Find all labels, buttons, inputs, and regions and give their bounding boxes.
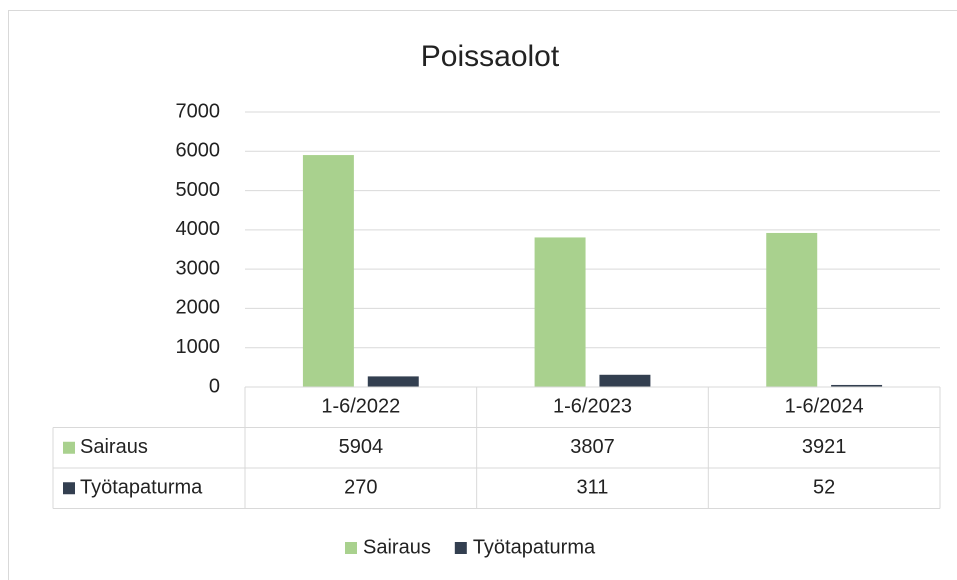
- x-tick-label: 1-6/2023: [553, 396, 632, 418]
- data-label: 5904: [339, 436, 384, 458]
- data-label: 3921: [802, 436, 847, 458]
- bar: [766, 232, 818, 387]
- data-label: 3807: [570, 436, 615, 458]
- legend-label: Sairaus: [363, 536, 431, 558]
- y-tick-label: 4000: [176, 218, 221, 240]
- legend-key: [454, 542, 467, 554]
- y-tick-label: 3000: [176, 257, 221, 279]
- y-tick-label: 5000: [176, 179, 221, 201]
- bar: [302, 155, 354, 387]
- chart-title: Poissaolot: [421, 40, 560, 73]
- legend-key: [345, 542, 357, 554]
- data-label: 311: [577, 477, 609, 499]
- table-series-name: Työtapaturma: [80, 477, 203, 499]
- y-tick-label: 7000: [176, 100, 221, 122]
- data-label: 270: [344, 477, 377, 499]
- y-tick-label: 6000: [176, 140, 221, 162]
- y-tick-label: 2000: [176, 297, 221, 319]
- y-tick-label: 1000: [176, 336, 221, 358]
- y-tick-label: 0: [209, 375, 220, 397]
- table-series-name: Sairaus: [80, 436, 148, 458]
- bar: [367, 376, 419, 387]
- x-tick-label: 1-6/2022: [321, 396, 400, 418]
- legend-key: [63, 482, 75, 495]
- bar: [534, 237, 586, 387]
- legend-label: Työtapaturma: [473, 536, 596, 558]
- bar: [831, 384, 883, 387]
- data-label: 52: [813, 477, 835, 499]
- legend-key: [63, 441, 75, 454]
- bar: [599, 374, 651, 387]
- x-tick-label: 1-6/2024: [785, 396, 864, 418]
